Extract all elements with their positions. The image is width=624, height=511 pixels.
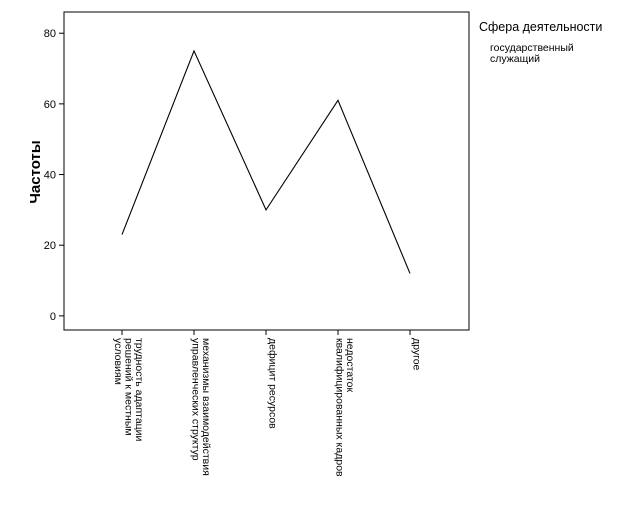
x-tick-label-line: дефицит ресурсов [267,338,279,429]
series-line [121,49,411,274]
x-tick-label-line: квалифицированных кадров [333,338,345,477]
y-tick-label: 20 [44,240,56,252]
y-tick-label: 0 [50,311,56,323]
plot-frame [63,11,470,331]
legend: Сфера деятельности государственныйслужащ… [479,20,602,65]
y-axis-label: Частоты [27,140,44,203]
x-tick-label-line: недостаток [344,338,356,392]
y-tick-label: 40 [44,170,56,182]
legend-title: Сфера деятельности [479,20,602,34]
y-tick-label: 60 [44,99,56,111]
legend-entry-label: служащий [490,53,540,65]
y-tick-label: 80 [44,28,56,40]
series-group [121,49,411,274]
x-tick-label: дефицит ресурсов [267,338,279,429]
y-axis: 0 20 40 60 80 [44,28,64,323]
legend-entry-label: государственный [490,42,574,54]
x-tick-label-line: управленческих структур [189,338,201,461]
x-tick-label-line: условиям [112,338,124,385]
x-tick-label-line: механизмы взаимодействия [200,338,212,476]
x-tick-label: другое [411,338,423,371]
x-tick-label-line: другое [411,338,423,371]
x-tick-label-line: решений к местным [123,338,135,436]
x-tick-label-line: трудность адаптации [133,338,145,442]
